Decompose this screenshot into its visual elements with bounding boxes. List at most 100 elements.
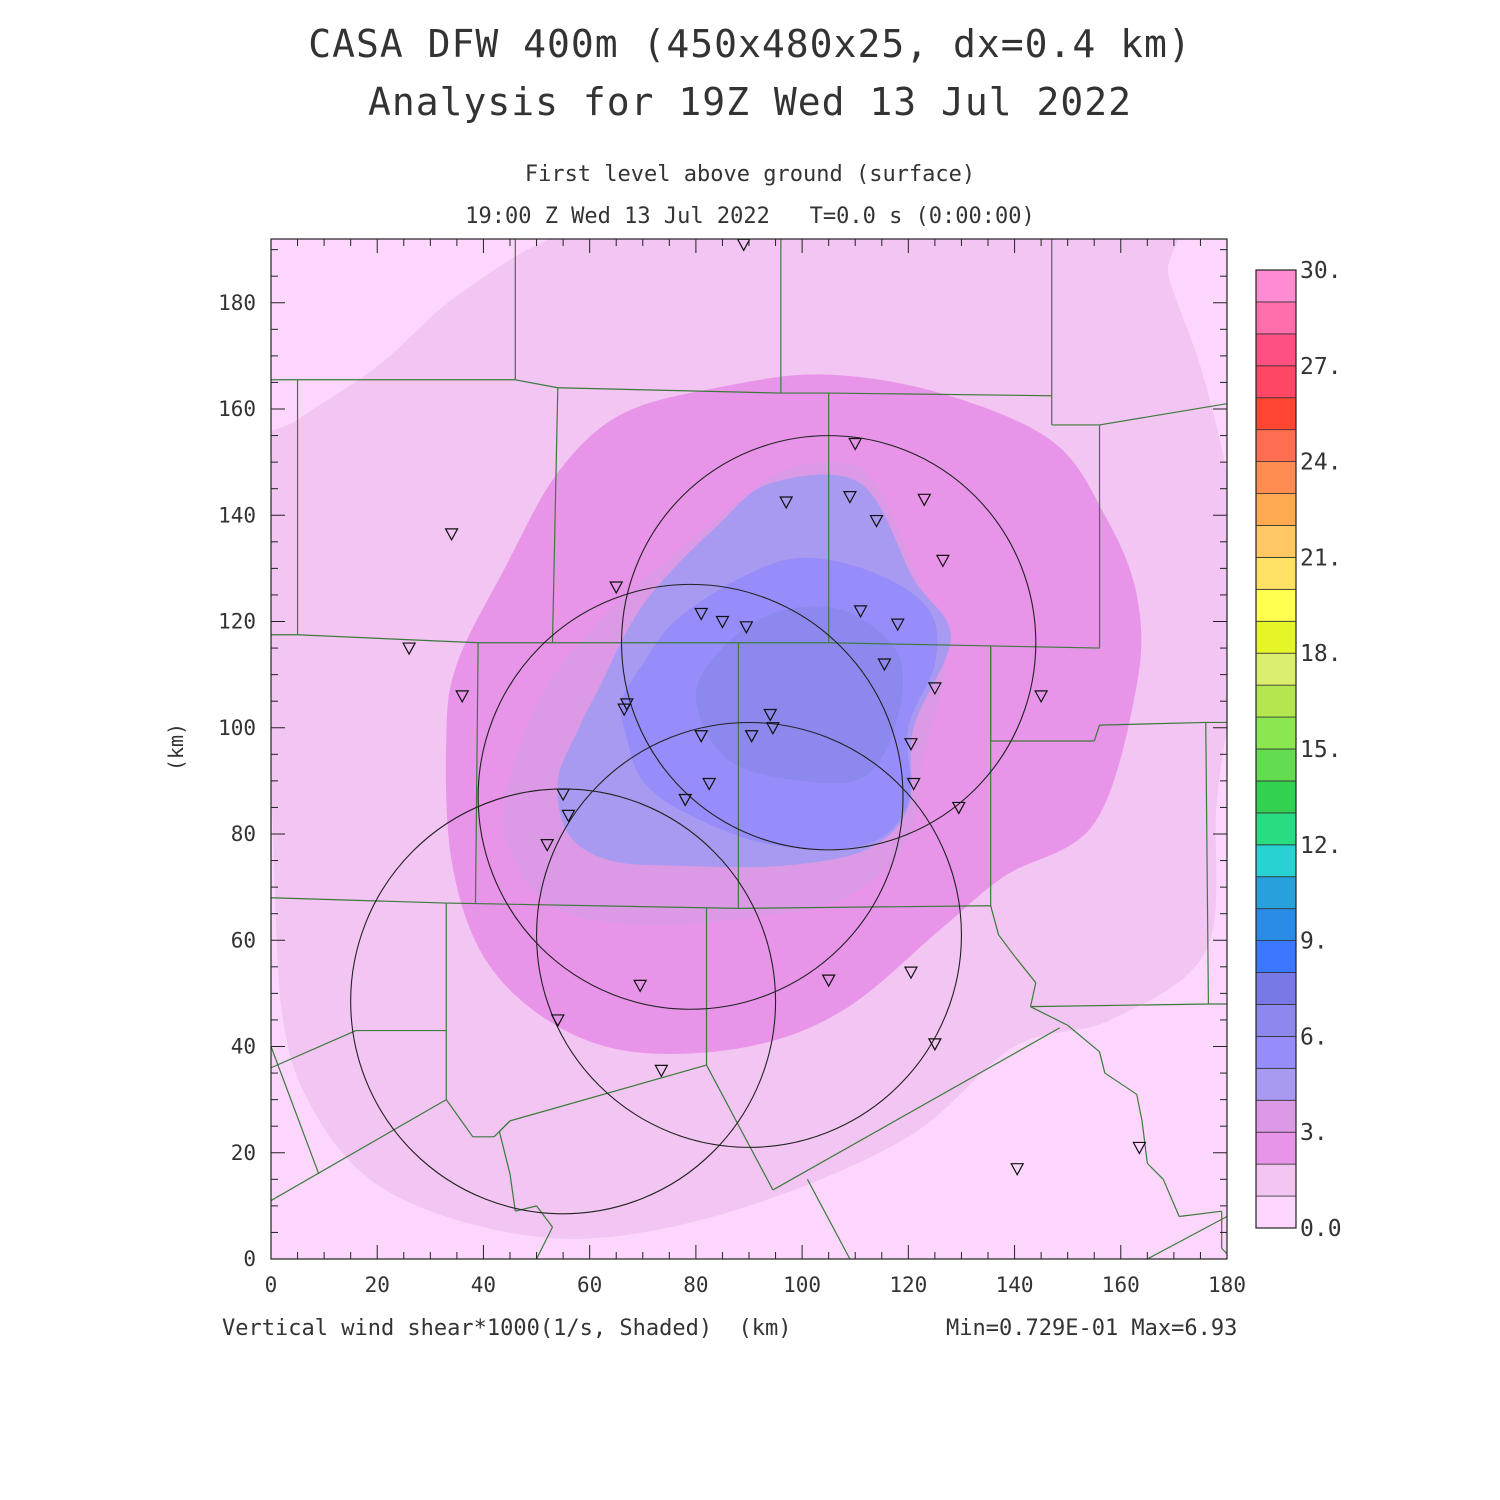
colorbar-label: 3. xyxy=(1300,1120,1328,1146)
station-marker xyxy=(715,615,730,629)
county-line xyxy=(1162,1179,1180,1217)
county-borders xyxy=(271,239,1227,1259)
x-tick-label: 80 xyxy=(683,1273,708,1297)
y-tick-label: 80 xyxy=(231,822,256,846)
field-description: Vertical wind shear*1000(1/s, Shaded) (k… xyxy=(222,1316,792,1341)
x-tick-label: 140 xyxy=(996,1273,1034,1297)
x-tick-label: 40 xyxy=(471,1273,496,1297)
county-line xyxy=(1029,982,1037,1007)
county-line xyxy=(445,1099,474,1138)
x-tick-label: 0 xyxy=(265,1273,278,1297)
station-marker xyxy=(1132,1141,1147,1155)
station-marker xyxy=(633,979,648,993)
colorbar: 0.0 3. 6. 9. 12. 15. 18. 21. 24. 27. 30. xyxy=(1255,258,1342,1242)
colorbar-label: 0.0 xyxy=(1300,1216,1342,1242)
colorbar-label: 12. xyxy=(1300,833,1342,859)
county-line xyxy=(1099,721,1206,726)
y-tick-label: 140 xyxy=(218,503,256,527)
station-markers xyxy=(402,238,1147,1176)
colorbar-swatch xyxy=(1255,1036,1297,1069)
colorbar-swatch xyxy=(1255,1131,1297,1165)
colorbar-swatch xyxy=(1255,780,1297,814)
station-marker xyxy=(654,1064,669,1078)
station-marker xyxy=(765,722,780,736)
colorbar-label: 9. xyxy=(1300,929,1328,955)
station-marker xyxy=(556,788,571,802)
county-line xyxy=(705,1064,774,1191)
county-line xyxy=(446,902,739,909)
y-tick-label: 160 xyxy=(218,397,256,421)
station-marker xyxy=(1010,1163,1025,1176)
colorbar-swatch xyxy=(1255,1099,1297,1133)
county-line xyxy=(509,1064,707,1122)
station-marker xyxy=(763,708,778,722)
colorbar-label: 24. xyxy=(1300,450,1342,476)
station-marker xyxy=(848,437,863,451)
county-line xyxy=(1221,1247,1227,1255)
county-line xyxy=(1014,955,1037,984)
colorbar-label: 6. xyxy=(1300,1024,1328,1050)
y-tick-label: 120 xyxy=(218,610,256,634)
county-line xyxy=(271,1030,357,1069)
colorbar-swatch xyxy=(1255,429,1297,462)
county-line xyxy=(806,1179,851,1259)
station-marker xyxy=(1034,690,1049,704)
county-line xyxy=(828,392,1052,397)
station-marker xyxy=(927,1038,942,1052)
colorbar-swatch xyxy=(1255,908,1297,942)
colorbar-swatch xyxy=(1255,557,1297,590)
county-line xyxy=(509,1173,516,1212)
analysis-subtitle: Analysis for 19Z Wed 13 Jul 2022 xyxy=(367,80,1133,124)
colorbar-swatch xyxy=(1255,333,1297,367)
colorbar-swatch xyxy=(1255,525,1297,558)
county-line xyxy=(828,642,1100,649)
colorbar-frame xyxy=(1255,269,1297,1229)
radar-ring xyxy=(477,583,904,1010)
x-tick-label: 100 xyxy=(783,1273,821,1297)
min-max-label: Min=0.729E-01 Max=6.93 xyxy=(946,1316,1238,1341)
station-marker xyxy=(561,809,576,823)
station-marker xyxy=(927,682,942,696)
county-line xyxy=(1067,1024,1100,1053)
colorbar-swatch xyxy=(1255,940,1297,973)
station-marker xyxy=(617,703,632,717)
county-line xyxy=(498,1120,511,1132)
county-line xyxy=(1098,1051,1106,1074)
station-marker xyxy=(906,777,921,791)
colorbar-swatch xyxy=(1255,1195,1297,1229)
station-marker xyxy=(917,493,932,507)
county-line xyxy=(474,642,479,904)
y-tick-label: 0 xyxy=(243,1247,256,1271)
axis-ticks: 0 20 40 60 80 100 120 140 160 180 0 20 40 60 80 100 120 1… xyxy=(218,239,1246,1297)
colorbar-swatch xyxy=(1255,397,1297,431)
level-label: First level above ground (surface) xyxy=(524,162,976,187)
station-marker xyxy=(540,839,555,852)
county-line xyxy=(498,1131,511,1175)
colorbar-swatch xyxy=(1255,684,1297,718)
station-marker xyxy=(550,1014,565,1028)
station-marker xyxy=(935,554,950,568)
county-line xyxy=(1136,1094,1143,1121)
colorbar-swatch xyxy=(1255,620,1297,654)
y-tick-label: 40 xyxy=(231,1035,256,1059)
station-marker xyxy=(951,801,966,815)
colorbar-label: 15. xyxy=(1300,737,1342,763)
station-marker xyxy=(903,966,918,980)
x-tick-label: 60 xyxy=(577,1273,602,1297)
colorbar-label: 21. xyxy=(1300,545,1342,571)
county-line xyxy=(297,634,479,644)
station-marker xyxy=(877,658,892,672)
y-axis-label: (km) xyxy=(164,722,189,772)
county-line xyxy=(1104,1072,1138,1095)
colorbar-swatch xyxy=(1255,876,1297,910)
county-line xyxy=(1147,1215,1227,1259)
county-line xyxy=(515,1205,537,1212)
county-line xyxy=(271,1099,447,1202)
station-marker xyxy=(678,793,693,807)
county-line xyxy=(998,934,1016,957)
station-marker xyxy=(455,690,470,704)
x-tick-label: 120 xyxy=(889,1273,927,1297)
colorbar-swatch xyxy=(1255,365,1297,399)
y-tick-label: 100 xyxy=(218,716,256,740)
